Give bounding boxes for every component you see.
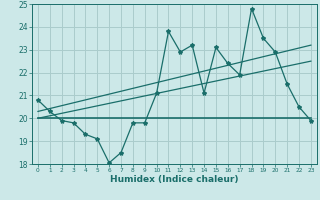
X-axis label: Humidex (Indice chaleur): Humidex (Indice chaleur) [110, 175, 239, 184]
